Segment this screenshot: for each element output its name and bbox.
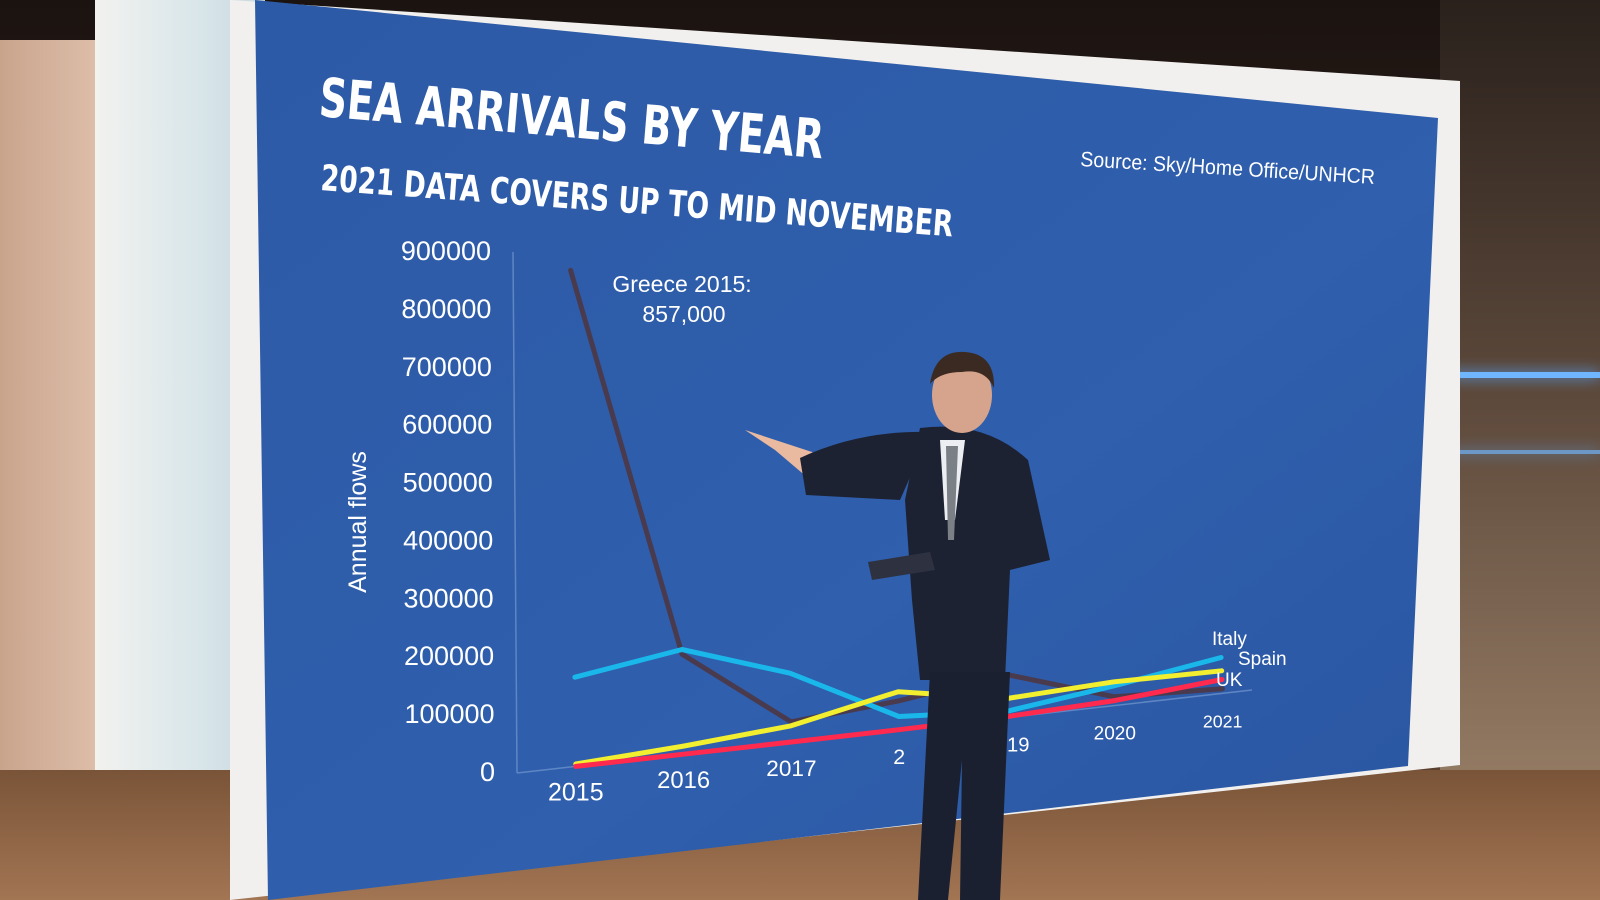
x-tick-label: 2021 <box>1203 711 1243 731</box>
series-line-greece <box>568 267 1225 725</box>
background-light-strip <box>1430 372 1600 378</box>
y-tick-label: 900000 <box>401 236 491 266</box>
italy-series-label: Italy <box>1212 629 1247 650</box>
background-light-strip <box>1430 450 1600 454</box>
y-tick-label: 700000 <box>402 352 492 382</box>
y-tick-label: 0 <box>480 757 495 787</box>
x-tick-label: 2 <box>893 745 905 769</box>
y-axis-title: Annual flows <box>344 451 372 593</box>
uk-series-label: UK <box>1216 670 1243 691</box>
y-tick-label: 500000 <box>403 468 493 498</box>
y-tick-label: 300000 <box>404 583 494 613</box>
y-tick-label: 600000 <box>402 410 492 440</box>
x-tick-label: 2015 <box>548 778 604 806</box>
presenter-figure <box>745 351 1050 900</box>
x-tick-label: 2020 <box>1094 723 1136 744</box>
y-tick-label: 100000 <box>404 699 494 729</box>
x-tick-label: 2016 <box>657 767 710 794</box>
y-tick-label: 400000 <box>403 525 493 555</box>
y-axis-ticks: 900000 800000 700000 600000 500000 400000 3000… <box>401 236 495 787</box>
greece-annotation-line1: Greece 2015: <box>612 271 751 297</box>
spain-series-label: Spain <box>1238 649 1287 670</box>
y-axis-line <box>512 251 518 774</box>
y-tick-label: 200000 <box>404 641 494 671</box>
greece-annotation-line2: 857,000 <box>642 301 725 327</box>
series-line-italy <box>572 647 1224 719</box>
series-lines <box>568 267 1225 769</box>
x-tick-label: 2017 <box>766 756 816 781</box>
y-tick-label: 800000 <box>401 294 491 324</box>
series-line-spain <box>573 668 1225 767</box>
series-line-uk <box>573 677 1225 769</box>
